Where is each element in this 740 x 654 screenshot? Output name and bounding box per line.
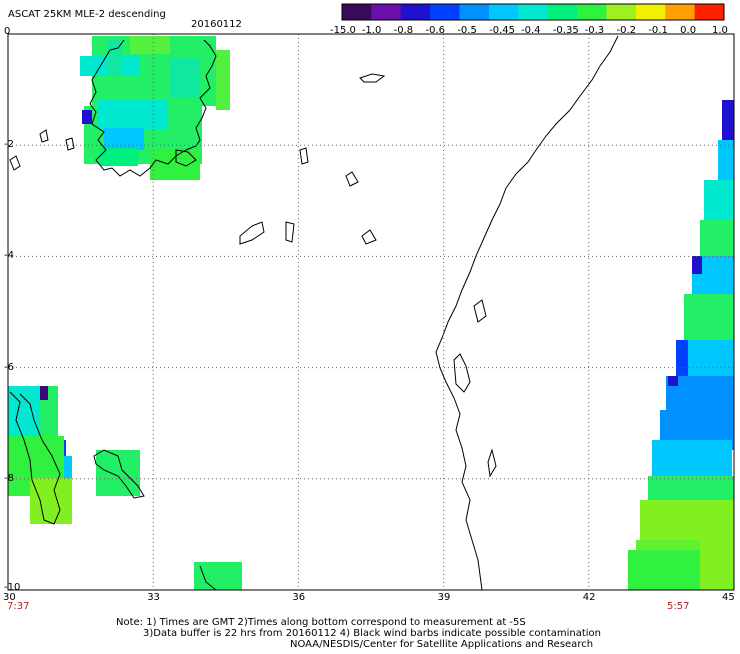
map-date: 20160112 (191, 19, 242, 30)
colorbar-label: -0.45 (489, 25, 516, 36)
colorbar-segment (371, 4, 402, 20)
colorbar-segment (459, 4, 490, 20)
colorbar-segment (577, 4, 607, 20)
colorbar-segment (665, 4, 696, 20)
colorbar-label: -0.3 (584, 25, 605, 36)
note-line-3: NOAA/NESDIS/Center for Satellite Applica… (290, 639, 594, 650)
colorbar-segment (488, 4, 519, 20)
plot-frame (7, 33, 735, 591)
x-tick-label: 39 (437, 592, 451, 603)
colorbar-segment (400, 4, 431, 20)
colorbar-segment (518, 4, 549, 20)
colorbar (341, 3, 725, 21)
x-tick-label: 33 (147, 592, 160, 603)
swath-north-west (80, 36, 230, 180)
colorbar-segment (694, 4, 725, 20)
colorbar-label: -0.4 (521, 25, 541, 36)
y-tick-label: -4 (4, 250, 14, 262)
colorbar-label: -15.0 (330, 25, 356, 36)
colorbar-label: 1.0 (712, 25, 728, 36)
y-tick-label: 0 (4, 26, 11, 37)
wind-swaths (8, 36, 734, 590)
colorbar-segment (342, 4, 372, 20)
y-tick-label: -6 (4, 361, 14, 373)
colorbar-label: 0.0 (680, 25, 697, 36)
colorbar-label: -0.6 (425, 25, 446, 36)
colorbar-label: -0.8 (393, 25, 414, 36)
y-tick-label: -2 (4, 139, 14, 151)
y-tick-label: -10 (4, 582, 21, 593)
x-tick-label: 36 (292, 592, 306, 603)
x-tick-label: 30 (3, 592, 16, 603)
note-line-1: Note: 1) Times are GMT 2)Times along bot… (116, 617, 526, 628)
time-right: 5:57 (667, 601, 690, 612)
colorbar-segment (635, 4, 666, 20)
note-line-2: 3)Data buffer is 22 hrs from 20160112 4)… (143, 628, 601, 639)
colorbar-label: -0.5 (457, 25, 477, 36)
colorbar-border (341, 3, 725, 21)
time-left: 7:37 (7, 601, 30, 612)
gridlines (8, 34, 734, 590)
x-tick-label: 45 (722, 592, 735, 603)
colorbar-label: -1.0 (361, 25, 382, 36)
x-tick-label: 42 (582, 592, 596, 603)
colorbar-segment (430, 4, 461, 20)
map-title: ASCAT 25KM MLE-2 descending (8, 9, 166, 20)
swath-south-west (8, 386, 242, 590)
colorbar-label: -0.35 (552, 25, 579, 36)
y-tick-label: -8 (4, 472, 14, 484)
colorbar-segment (606, 4, 637, 20)
colorbar-label: -0.2 (616, 25, 637, 36)
swath-east (628, 100, 734, 590)
colorbar-segment (547, 4, 578, 20)
coastlines (9, 35, 619, 591)
colorbar-label: -0.1 (648, 25, 668, 36)
